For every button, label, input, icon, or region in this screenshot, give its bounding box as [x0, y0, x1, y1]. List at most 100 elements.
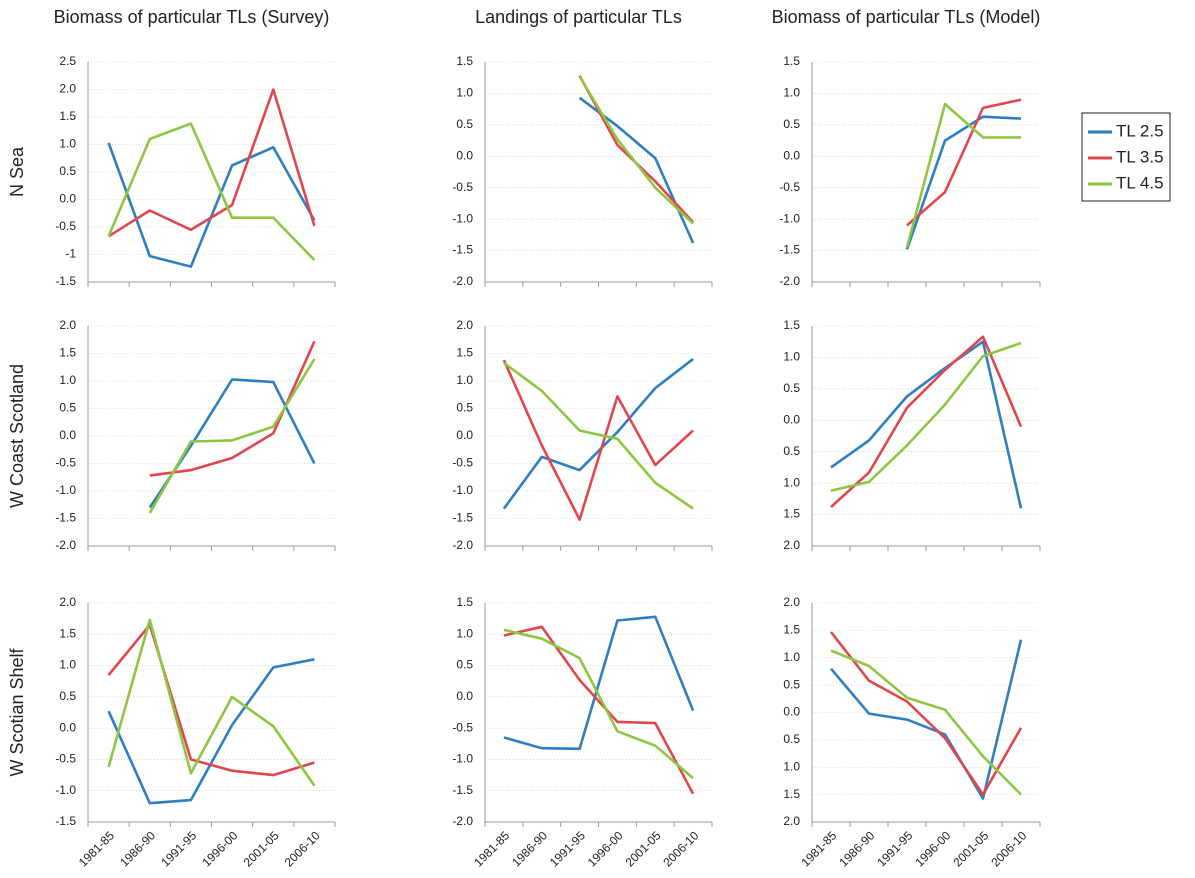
y-tick-label: 0.0: [783, 412, 800, 426]
row-label: W Coast Scotland: [7, 364, 27, 508]
y-tick-label: 1.0: [59, 137, 76, 151]
y-tick-label: 0.5: [783, 381, 800, 395]
y-tick-label: -1.0: [55, 483, 76, 497]
y-tick-label: -1.0: [779, 211, 800, 225]
y-tick-label: -0.5: [779, 180, 800, 194]
y-tick-label: 1.5: [783, 54, 800, 68]
y-tick-label: 1.0: [59, 373, 76, 387]
x-tick-label: 2001-05: [950, 828, 991, 869]
y-tick-label: 1.5: [783, 318, 800, 332]
y-tick-label: -0.5: [55, 752, 76, 766]
series-line: [830, 335, 1023, 508]
x-tick-label: 2006-10: [988, 828, 1029, 869]
y-tick-label: -1.5: [55, 511, 76, 525]
y-tick-label: 1.5: [456, 346, 473, 360]
y-tick-label: 1.0: [456, 626, 473, 640]
series-line: [503, 615, 695, 751]
y-tick-label: 2.0: [783, 595, 800, 609]
x-tick-label: 1981-85: [471, 828, 512, 869]
series-line: [503, 628, 694, 780]
x-tick-label: 1996-00: [912, 828, 953, 869]
y-tick-label: -1.5: [55, 814, 76, 828]
y-tick-label: -1.5: [452, 783, 473, 797]
series-line: [503, 361, 694, 510]
y-tick-label: 0.5: [456, 117, 473, 131]
y-tick-label: 1.0: [783, 759, 800, 773]
y-tick-label: 1.0: [783, 475, 800, 489]
y-tick-label: 1.0: [783, 350, 800, 364]
y-tick-label: -2.0: [452, 538, 473, 552]
y-tick-label: 1.0: [783, 650, 800, 664]
y-tick-label: -1.5: [55, 274, 76, 288]
y-tick-label: 1.5: [783, 787, 800, 801]
y-tick-label: -0.5: [452, 180, 473, 194]
y-tick-label: -1.0: [452, 211, 473, 225]
x-tick-label: 1986-90: [117, 828, 158, 869]
y-tick-label: -2.0: [452, 274, 473, 288]
x-tick-label: 1996-00: [199, 828, 240, 869]
series-line: [829, 631, 1023, 796]
y-tick-label: -0.5: [452, 720, 473, 734]
y-tick-label: 0.5: [783, 732, 800, 746]
y-tick-label: -1.0: [55, 783, 76, 797]
series-line: [107, 618, 316, 787]
y-tick-label: 1.0: [783, 86, 800, 100]
row-label: W Scotian Shelf: [7, 647, 27, 776]
y-tick-label: -1.5: [452, 243, 473, 257]
y-tick-label: 1.5: [59, 109, 76, 123]
y-tick-label: 0.0: [59, 720, 76, 734]
series-line: [107, 658, 315, 805]
y-tick-label: -0.5: [55, 456, 76, 470]
series-line: [578, 75, 695, 224]
x-tick-label: 1996-00: [585, 828, 626, 869]
series-line: [830, 340, 1023, 509]
x-tick-label: 1981-85: [76, 828, 117, 869]
series-line: [148, 358, 316, 514]
series-line: [830, 341, 1022, 492]
y-tick-label: -2.0: [779, 274, 800, 288]
x-tick-label: 1986-90: [836, 828, 877, 869]
y-tick-label: 0.5: [59, 164, 76, 178]
x-tick-label: 1981-85: [798, 828, 839, 869]
x-tick-label: 1986-90: [509, 828, 550, 869]
y-tick-label: -1: [65, 247, 76, 261]
legend-label: TL 4.5: [1116, 173, 1164, 192]
row-label: N Sea: [7, 146, 27, 197]
x-tick-label: 1991-95: [158, 828, 199, 869]
y-tick-label: -2.0: [452, 814, 473, 828]
y-tick-label: 0.0: [456, 689, 473, 703]
legend-label: TL 2.5: [1116, 121, 1164, 140]
y-tick-label: 2.0: [59, 82, 76, 96]
y-tick-label: 0.0: [456, 148, 473, 162]
y-tick-label: 1.5: [59, 346, 76, 360]
y-tick-label: 0.0: [456, 428, 473, 442]
series-line: [905, 115, 1022, 250]
y-tick-label: 1.5: [783, 507, 800, 521]
y-tick-label: 0.0: [783, 705, 800, 719]
y-tick-label: 1.0: [456, 373, 473, 387]
y-tick-label: -1.0: [452, 752, 473, 766]
x-tick-label: 2001-05: [241, 828, 282, 869]
y-tick-label: 2.0: [59, 318, 76, 332]
y-tick-label: 1.5: [783, 623, 800, 637]
series-line: [830, 649, 1022, 796]
x-tick-label: 1991-95: [547, 828, 588, 869]
series-line: [503, 625, 695, 795]
y-tick-label: -1.0: [452, 483, 473, 497]
x-tick-label: 2006-10: [282, 828, 323, 869]
y-tick-label: 0.0: [59, 428, 76, 442]
y-tick-label: 1.5: [59, 626, 76, 640]
series-line: [578, 75, 694, 225]
y-tick-label: 0.5: [783, 677, 800, 691]
series-line: [830, 639, 1023, 800]
y-tick-label: -1.5: [779, 243, 800, 257]
y-tick-label: 0.5: [59, 689, 76, 703]
y-tick-label: 1.5: [456, 595, 473, 609]
y-tick-label: 2.5: [59, 54, 76, 68]
y-tick-label: 0.0: [783, 148, 800, 162]
x-tick-label: 1991-95: [874, 828, 915, 869]
series-line: [107, 88, 316, 238]
y-tick-label: 1.5: [456, 54, 473, 68]
y-tick-label: -0.5: [452, 456, 473, 470]
